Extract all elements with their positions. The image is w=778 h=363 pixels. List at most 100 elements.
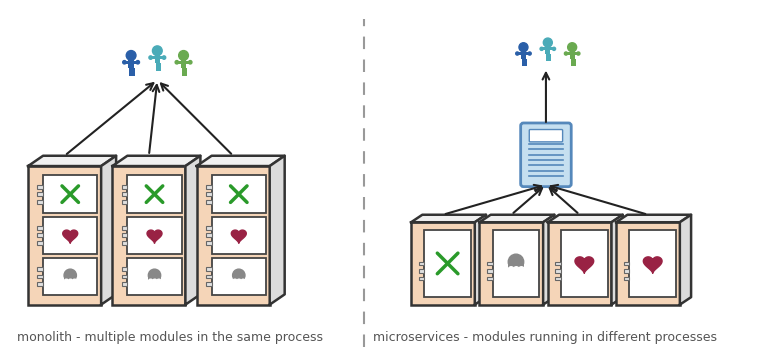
Circle shape (152, 46, 162, 56)
Circle shape (179, 50, 188, 60)
Text: microservices - modules running in different processes: microservices - modules running in diffe… (373, 331, 717, 344)
Bar (624, 262, 629, 265)
Bar (487, 269, 492, 273)
Bar (212, 258, 266, 295)
Bar (37, 275, 43, 278)
Bar (37, 282, 43, 286)
Bar (121, 241, 128, 245)
FancyBboxPatch shape (529, 130, 562, 142)
Bar (121, 185, 128, 188)
Bar (419, 269, 424, 273)
Circle shape (149, 56, 152, 59)
Bar (197, 166, 270, 305)
Bar (487, 277, 492, 280)
Bar (522, 59, 525, 66)
Circle shape (72, 279, 77, 284)
Polygon shape (231, 230, 247, 243)
Bar (37, 233, 43, 237)
Bar (37, 185, 43, 188)
Bar (180, 59, 186, 68)
Bar (112, 166, 185, 305)
Bar (64, 275, 76, 281)
Circle shape (528, 52, 531, 55)
Bar (155, 52, 160, 54)
Bar (128, 59, 134, 68)
Bar (629, 230, 676, 297)
Polygon shape (112, 156, 201, 166)
Bar (206, 226, 212, 230)
Bar (541, 47, 554, 50)
Bar (37, 267, 43, 271)
Circle shape (516, 52, 519, 55)
Polygon shape (28, 156, 116, 166)
Circle shape (237, 279, 241, 284)
Polygon shape (643, 257, 662, 273)
Bar (206, 282, 212, 286)
Circle shape (163, 56, 166, 59)
Bar (129, 68, 133, 76)
Circle shape (552, 47, 555, 50)
Bar (149, 275, 161, 281)
Bar (411, 222, 475, 305)
Bar (128, 175, 182, 213)
Bar (155, 54, 160, 64)
Bar (524, 59, 527, 66)
Bar (206, 233, 212, 237)
Circle shape (519, 267, 524, 273)
Circle shape (540, 47, 543, 50)
Circle shape (564, 52, 568, 55)
Circle shape (508, 254, 524, 270)
FancyBboxPatch shape (520, 123, 571, 187)
Bar (180, 57, 186, 59)
Polygon shape (63, 230, 78, 243)
Circle shape (156, 279, 161, 284)
Circle shape (126, 50, 136, 60)
Bar (624, 269, 629, 273)
Bar (206, 185, 212, 188)
Bar (569, 48, 575, 50)
Polygon shape (147, 230, 162, 243)
Bar (479, 222, 543, 305)
Bar (156, 64, 159, 71)
Bar (424, 230, 471, 297)
Bar (43, 217, 97, 254)
Bar (546, 54, 549, 61)
Circle shape (508, 267, 514, 273)
Circle shape (233, 269, 245, 281)
Circle shape (241, 279, 246, 284)
Polygon shape (479, 215, 555, 222)
Bar (508, 262, 524, 270)
Circle shape (136, 61, 139, 64)
Circle shape (233, 279, 237, 284)
Bar (517, 52, 530, 55)
Circle shape (576, 52, 580, 55)
Bar (206, 275, 212, 278)
Bar (548, 54, 551, 61)
Circle shape (64, 269, 76, 281)
Bar (521, 48, 526, 50)
Polygon shape (411, 215, 486, 222)
Bar (124, 61, 138, 64)
Bar (521, 50, 526, 59)
Bar (616, 222, 680, 305)
Circle shape (149, 269, 161, 281)
Bar (177, 61, 191, 64)
Bar (206, 241, 212, 245)
Bar (37, 192, 43, 196)
Circle shape (513, 267, 519, 273)
Bar (569, 50, 575, 59)
Bar (182, 68, 185, 76)
Circle shape (123, 61, 126, 64)
Polygon shape (616, 215, 691, 222)
Bar (555, 269, 561, 273)
Polygon shape (475, 215, 486, 305)
Bar (212, 175, 266, 213)
Bar (184, 68, 187, 76)
Bar (28, 166, 101, 305)
Bar (492, 230, 539, 297)
Bar (566, 52, 578, 55)
Bar (131, 68, 135, 76)
Bar (43, 258, 97, 295)
Polygon shape (270, 156, 285, 305)
Bar (121, 192, 128, 196)
